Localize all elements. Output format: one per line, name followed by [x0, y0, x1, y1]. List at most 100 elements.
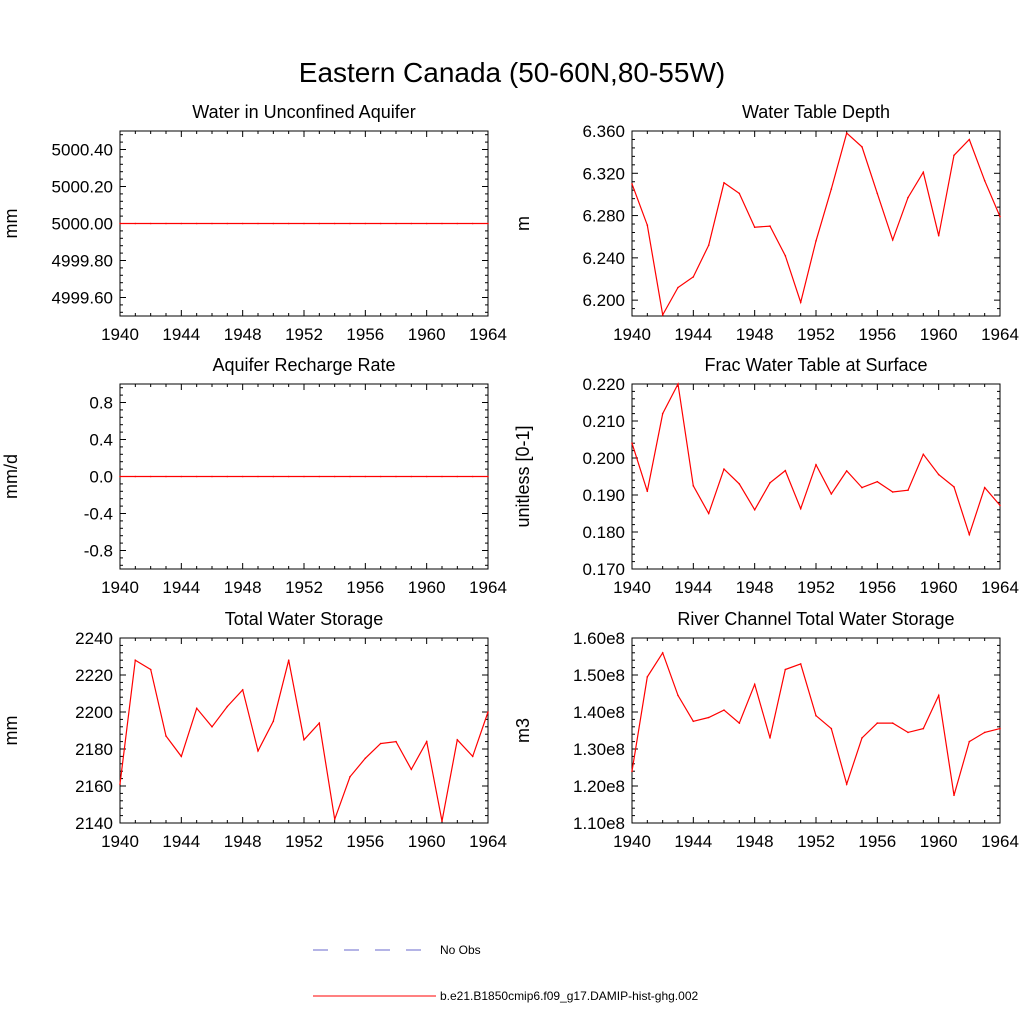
x-tick-label: 1960	[920, 578, 958, 597]
y-tick-label: 1.60e8	[573, 629, 625, 648]
data-point	[907, 489, 909, 492]
data-point	[395, 475, 397, 478]
data-point	[723, 468, 725, 470]
data-point	[738, 192, 741, 195]
data-point	[983, 731, 986, 734]
data-point	[425, 222, 428, 225]
y-tick-label: 2180	[75, 740, 113, 759]
y-tick-label: -0.4	[84, 505, 113, 524]
data-point	[180, 755, 183, 758]
x-tick-label: 1948	[224, 578, 262, 597]
data-point	[646, 224, 649, 226]
x-tick-label: 1956	[346, 832, 384, 851]
legend: No Obs b.e21.B1850cmip6.f09_g17.DAMIP-his…	[313, 943, 698, 1003]
y-tick-label: -0.8	[84, 542, 113, 561]
y-tick-label: 6.200	[582, 291, 625, 310]
y-tick-label: 1.50e8	[573, 666, 625, 685]
data-point	[318, 475, 321, 478]
x-tick-label: 1944	[674, 832, 712, 851]
x-tick-label: 1940	[101, 325, 139, 344]
data-point	[738, 483, 741, 485]
x-tick-label: 1956	[346, 578, 384, 597]
data-point	[876, 480, 879, 483]
data-point	[753, 683, 756, 686]
data-point	[968, 533, 971, 536]
x-tick-label: 1944	[162, 832, 200, 851]
x-tick-label: 1952	[797, 325, 835, 344]
data-point	[226, 222, 229, 225]
data-point	[876, 722, 879, 724]
panel-aquifer-recharge-rate: Aquifer Recharge Rate mm/d 1940 1944 1948 195…	[1, 355, 507, 597]
x-tick-label: 1948	[736, 325, 774, 344]
data-point	[241, 475, 244, 478]
y-axis-label: mm	[1, 716, 21, 746]
data-point	[349, 222, 351, 225]
data-point	[165, 475, 167, 478]
x-tick-label: 1952	[285, 832, 323, 851]
x-tick-label: 1956	[346, 325, 384, 344]
x-tick-label: 1956	[858, 325, 896, 344]
y-tick-label: 1.30e8	[573, 740, 625, 759]
data-point	[968, 740, 971, 743]
data-point	[738, 722, 741, 724]
y-axis-label: unitless [0-1]	[513, 425, 533, 527]
x-tick-label: 1952	[797, 832, 835, 851]
data-point	[226, 705, 229, 708]
data-point	[677, 383, 679, 385]
data-point	[487, 475, 489, 478]
y-tick-label: 0.200	[582, 449, 625, 468]
data-point	[661, 412, 664, 415]
data-point	[287, 659, 290, 661]
x-tick-label: 1948	[224, 832, 262, 851]
x-tick-label: 1964	[469, 325, 507, 344]
y-tick-label: 0.220	[582, 375, 625, 394]
data-point	[799, 301, 802, 304]
data-point	[395, 222, 397, 225]
data-point	[769, 737, 771, 739]
data-point	[119, 783, 121, 785]
y-tick-label: 0.0	[89, 468, 113, 487]
x-tick-label: 1964	[469, 578, 507, 597]
data-point	[211, 222, 213, 225]
data-point	[753, 226, 756, 228]
panel-total-water-storage: Total Water Storage mm 1940 1944 1948 1952 195…	[1, 609, 507, 851]
x-tick-label: 1952	[797, 578, 835, 597]
data-point	[456, 739, 459, 741]
data-point	[692, 720, 695, 723]
data-point	[487, 222, 489, 225]
panel-title: Frac Water Table at Surface	[704, 355, 927, 375]
data-point	[723, 182, 725, 184]
y-tick-label: 1.40e8	[573, 703, 625, 722]
data-point	[753, 509, 756, 511]
panel-water-table-depth: Water Table Depth m 1940 1944 1948 1952 1956 19…	[513, 102, 1019, 344]
data-point	[410, 768, 413, 771]
data-point	[922, 453, 925, 456]
data-point	[425, 740, 428, 743]
x-tick-label: 1944	[162, 578, 200, 597]
data-point	[410, 475, 413, 478]
data-point	[303, 475, 305, 478]
panel-frac-water-table-at-surface: Frac Water Table at Surface unitless [0-1…	[513, 355, 1019, 597]
data-point	[769, 482, 771, 484]
data-point	[631, 770, 633, 772]
panel-title: Water in Unconfined Aquifer	[192, 102, 415, 122]
data-point	[661, 314, 664, 316]
x-tick-label: 1952	[285, 578, 323, 597]
x-tick-label: 1940	[101, 832, 139, 851]
data-point	[379, 222, 382, 225]
data-point	[272, 720, 275, 723]
y-tick-label: 6.240	[582, 249, 625, 268]
x-tick-label: 1964	[981, 578, 1019, 597]
x-tick-label: 1952	[285, 325, 323, 344]
plot-frame	[631, 383, 1001, 570]
data-point	[953, 486, 955, 488]
data-point	[968, 138, 971, 141]
data-point	[211, 726, 213, 728]
data-point	[410, 222, 413, 225]
data-point	[333, 818, 336, 821]
y-tick-label: 5000.40	[52, 141, 113, 160]
data-point	[891, 491, 894, 493]
x-tick-label: 1960	[920, 832, 958, 851]
data-point	[983, 486, 986, 489]
data-point	[180, 222, 183, 225]
